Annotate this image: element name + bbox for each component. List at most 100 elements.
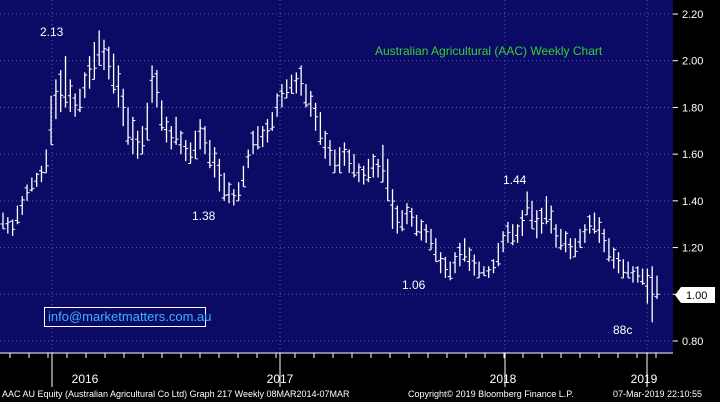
y-tick-label: 1.20 [682,243,703,255]
price-bar [438,252,444,274]
footer: AAC AU Equity (Australian Agricultural C… [0,387,720,402]
price-bar [322,130,328,159]
price-bar [77,88,83,113]
price-bar [245,149,251,169]
price-bar [82,72,88,99]
price-bar [567,238,573,260]
price-bar [91,42,97,80]
price-bar [640,268,646,285]
price-bar [19,196,25,215]
y-tick-label: 2.20 [682,9,703,21]
x-axis: 2016 2017 2018 2019 [0,352,673,387]
price-bar [491,259,496,274]
price-bar [519,210,525,236]
price-bar [457,242,463,267]
price-bar [327,140,333,166]
price-bar [606,238,612,262]
price-bar [308,91,314,117]
price-bar [409,207,415,227]
price-bar [63,56,69,108]
price-bar [168,126,174,150]
price-bar [212,147,218,178]
x-tick-label: 2017 [267,372,294,386]
price-bar [385,158,391,202]
price-bar [462,238,468,262]
price-bar [577,228,583,249]
price-bar [10,219,16,236]
price-bar [164,116,169,143]
price-bar [231,189,237,206]
x-tick-label: 2019 [631,372,658,386]
price-bar [481,266,487,277]
price-bar [58,70,64,113]
price-bar [611,247,617,269]
price-bar [601,228,607,253]
price-bar [236,182,242,202]
price-bar [404,203,410,225]
last-price-label: 1.00 [686,290,707,302]
price-bar [67,79,73,113]
price-bar [423,224,429,243]
price-chart: 2.202.001.801.601.401.201.000.80 2016201… [0,0,715,387]
price-bar [591,212,597,234]
price-bar [313,102,319,131]
price-bar [303,84,309,108]
price-bar [539,207,545,234]
price-bar [115,65,121,108]
price-bar [274,93,280,117]
price-bar [495,242,501,267]
price-bar [284,79,290,99]
annotation-label: 1.06 [402,278,426,292]
price-bar [216,158,222,192]
price-bar [529,200,535,230]
price-bar [135,130,141,159]
price-bar [72,93,78,117]
price-bar [264,119,270,143]
y-tick-label: 2.00 [682,56,703,68]
price-bar [399,210,405,232]
price-bar [293,72,299,94]
price-bar [255,126,261,150]
x-tick-label: 2016 [72,372,99,386]
price-bar [375,158,381,178]
price-bar [418,219,424,241]
price-bar [317,112,323,145]
price-bar [14,205,20,225]
price-bar [149,65,155,103]
price-bar [442,256,448,278]
price-bar [87,56,93,89]
price-bar [125,107,131,145]
price-bar [414,214,420,236]
price-bar [361,165,367,185]
price-bar [192,130,198,160]
price-bar [428,228,434,251]
price-bar [390,189,396,229]
price-bar [616,252,622,274]
price-bar [48,95,54,146]
price-bar [433,238,439,263]
price-bar [635,266,641,283]
price-bar [505,221,511,243]
annotation-label: 1.38 [192,209,216,223]
price-bar [620,259,626,279]
price-bar [202,126,208,155]
price-bar [332,149,338,174]
annotations: 2.13 1.38 1.06 1.44 88c [40,25,632,337]
price-bar [53,79,59,120]
price-bar [370,154,376,178]
y-tick-label: 0.80 [682,336,703,348]
price-bar [139,126,145,155]
price-bar [510,224,516,246]
annotation-label: 88c [613,323,632,337]
price-bar [250,130,256,155]
email-link[interactable]: info@marketmatters.com.au [44,307,211,327]
price-bar [120,88,126,127]
footer-security-info: AAC AU Equity (Australian Agricultural C… [2,389,350,399]
price-bar [207,140,213,169]
price-bar [154,70,160,108]
price-bar [548,205,554,234]
price-bar [260,126,266,148]
price-bar [500,231,506,253]
price-bar [553,224,559,248]
price-bar [289,74,295,94]
